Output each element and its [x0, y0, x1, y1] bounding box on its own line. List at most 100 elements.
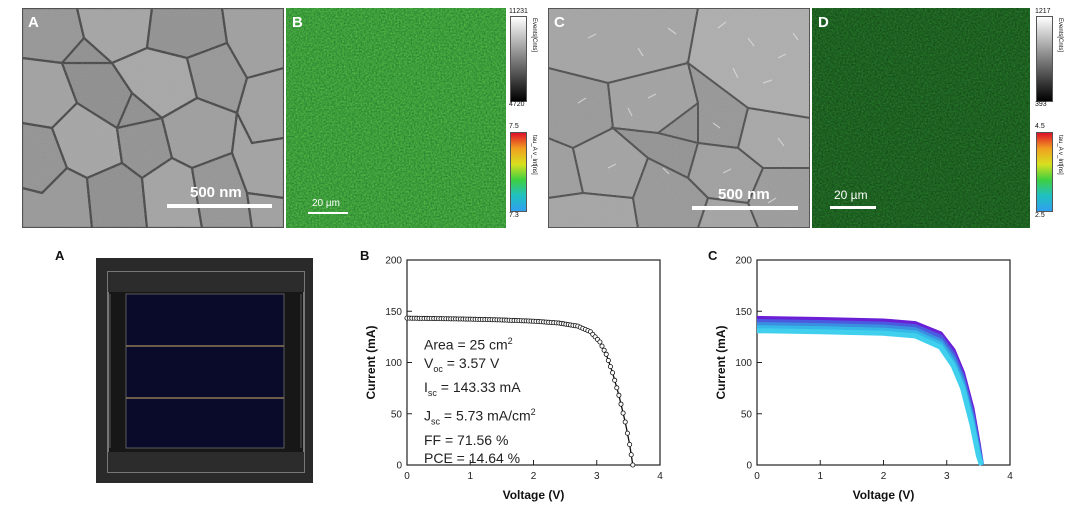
- annotation-area-text: Area = 25 cm: [424, 336, 508, 353]
- flim-texture-d: [812, 8, 1030, 228]
- jv-chart-b: 0 1 2 3 4 0 50 100 150 200 Voltage (V) Current (mA): [364, 256, 663, 503]
- chart-b-data-point: [616, 392, 622, 398]
- chart-b-ytick-label: 100: [385, 358, 402, 369]
- annotation-isc-value: = 143.33 mA: [436, 379, 521, 396]
- annotation-jsc-value: = 5.73 mA/cm: [440, 407, 531, 424]
- chart-b-data-point: [628, 452, 634, 458]
- chart-b-xtick-label: 1: [467, 471, 473, 482]
- annotation-pce: PCE = 14.64 %: [424, 450, 521, 467]
- panel-label-a: A: [28, 14, 39, 31]
- annotation-ff: FF = 71.56 %: [424, 431, 509, 448]
- chart-b-data-point: [601, 347, 607, 353]
- chart-b-ytick-label: 50: [391, 409, 403, 420]
- scale-text-b: 20 µm: [312, 198, 340, 209]
- scale-bar-a: [167, 204, 272, 208]
- chart-b-ytick-label: 200: [385, 256, 402, 267]
- annotation-jsc-sup: 2: [530, 406, 536, 417]
- colorbar-color-b-title: tau_A v_Int[ns]: [531, 135, 537, 175]
- sem-image-c: C 500 nm: [548, 8, 810, 228]
- chart-c-xtick-label: 2: [881, 471, 887, 482]
- panel-label-d: D: [818, 14, 829, 31]
- colorbar-color-b: [510, 132, 527, 212]
- chart-c-xtick-label: 0: [754, 471, 760, 482]
- colorbar-color-d-min: 2.5: [1035, 212, 1045, 219]
- chart-c-ytick-label: 50: [741, 409, 753, 420]
- colorbar-gray-b-max: 11231: [509, 8, 528, 15]
- chart-c-xtick-label: 4: [1007, 471, 1013, 482]
- chart-c-xlabel: Voltage (V): [853, 488, 915, 502]
- annotation-jsc-symbol: J: [424, 407, 431, 424]
- annotation-jsc: Jsc = 5.73 mA/cm2: [424, 403, 536, 431]
- chart-c-series-line: [756, 328, 984, 466]
- chart-b-data-point: [612, 377, 618, 383]
- chart-c-xtick-label: 3: [944, 471, 950, 482]
- colorbar-gray-d-max: 1217: [1035, 8, 1051, 15]
- chart-b-xtick-label: 2: [531, 471, 537, 482]
- colorbar-gray-d: [1036, 16, 1053, 102]
- chart-b-data-point: [614, 385, 620, 391]
- annotation-voc-symbol: V: [424, 355, 434, 372]
- chart-b-data-point: [630, 462, 636, 468]
- annotation-voc: Voc = 3.57 V: [424, 354, 536, 378]
- sem-grain-texture-c: [548, 8, 810, 228]
- solar-module-photo: [96, 258, 313, 483]
- module-photo-graphic: [96, 258, 313, 483]
- chart-b-ytick-label: 0: [396, 461, 402, 472]
- chart-b-data-point: [624, 430, 630, 436]
- annotation-area: Area = 25 cm2: [424, 332, 536, 354]
- chart-b-annotations: Area = 25 cm2 Voc = 3.57 V Isc = 143.33 …: [424, 332, 536, 468]
- chart-b-data-point: [620, 410, 626, 416]
- chart-b-xlabel: Voltage (V): [503, 488, 565, 502]
- annotation-jsc-sub: sc: [431, 416, 440, 427]
- scale-bar-c: [692, 206, 798, 210]
- flim-texture-b: [286, 8, 506, 228]
- flim-map-b: B 20 µm: [286, 8, 506, 228]
- chart-c-ytick-label: 100: [735, 358, 752, 369]
- scale-text-c: 500 nm: [718, 186, 770, 203]
- chart-b-data-point: [603, 351, 609, 357]
- chart-b-ytick-label: 150: [385, 307, 402, 318]
- colorbar-gray-b-min: 4720: [509, 101, 525, 108]
- chart-b-data-point: [607, 364, 613, 370]
- bottom-label-a: A: [55, 248, 65, 263]
- chart-b-xtick-label: 0: [404, 471, 410, 482]
- scale-text-a: 500 nm: [190, 184, 242, 201]
- chart-c-ytick-label: 200: [735, 256, 752, 267]
- bottom-label-c: C: [708, 248, 718, 263]
- flim-map-d: D 20 µm: [812, 8, 1030, 228]
- jv-chart-c: 0 1 2 3 4 0 50 100 150 200 Voltage (V) Current (mA): [714, 256, 1013, 503]
- colorbar-color-d-title: tau_A v_Int[ns]: [1057, 135, 1063, 175]
- scale-bar-d: [830, 206, 876, 209]
- bottom-label-b: B: [360, 248, 370, 263]
- chart-b-data-point: [622, 419, 628, 425]
- chart-b-data-point: [597, 339, 603, 345]
- colorbar-color-d-max: 4.5: [1035, 123, 1045, 130]
- chart-b-xtick-label: 3: [594, 471, 600, 482]
- annotation-isc-symbol: I: [424, 379, 428, 396]
- chart-b-ylabel: Current (mA): [364, 325, 378, 399]
- colorbar-gray-d-title: Events[Cnts]: [1057, 18, 1063, 53]
- sem-image-a: A 500 nm: [22, 8, 284, 228]
- scale-bar-b: [308, 212, 348, 214]
- panel-label-c: C: [554, 14, 565, 31]
- chart-b-data-point: [618, 401, 624, 407]
- annotation-voc-value: = 3.57 V: [442, 355, 500, 372]
- chart-b-xtick-label: 4: [657, 471, 663, 482]
- colorbar-gray-d-min: 393: [1035, 101, 1047, 108]
- panel-label-b: B: [292, 14, 303, 31]
- annotation-voc-sub: oc: [433, 363, 443, 374]
- annotation-isc: Isc = 143.33 mA: [424, 378, 536, 402]
- colorbar-color-d: [1036, 132, 1053, 212]
- chart-c-series-line: [756, 319, 984, 466]
- annotation-isc-sub: sc: [427, 388, 437, 399]
- chart-b-data-point: [610, 370, 616, 376]
- chart-b-data-point: [605, 357, 611, 363]
- chart-c-ylabel: Current (mA): [714, 325, 728, 399]
- chart-c-ytick-label: 150: [735, 307, 752, 318]
- chart-b-data-point: [599, 343, 605, 349]
- chart-c-series-line: [756, 315, 985, 466]
- colorbar-color-b-min: 7.3: [509, 212, 519, 219]
- colorbar-gray-b: [510, 16, 527, 102]
- chart-c-ytick-label: 0: [746, 461, 752, 472]
- colorbar-color-b-max: 7.5: [509, 123, 519, 130]
